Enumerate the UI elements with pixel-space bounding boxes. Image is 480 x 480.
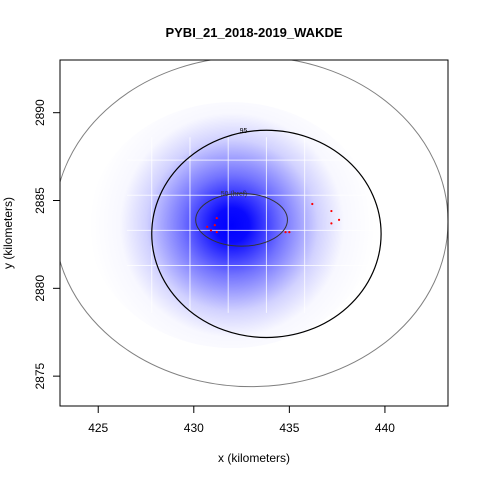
contour-line <box>60 60 448 388</box>
location-point <box>288 231 291 234</box>
location-point <box>330 209 333 213</box>
contour-label-background <box>225 60 254 61</box>
location-point <box>215 231 218 234</box>
x-axis: 425 430 435 440 <box>88 405 395 435</box>
density-grid-lines <box>126 137 376 313</box>
y-tick-label: 2880 <box>33 275 47 302</box>
y-axis: 2875 2880 2885 2890 <box>33 99 61 389</box>
location-point <box>311 202 314 206</box>
x-tick-label: 425 <box>88 421 108 435</box>
location-point <box>337 218 341 221</box>
contour-line <box>151 129 382 339</box>
location-point <box>206 225 209 228</box>
contour-label: 50 (href) <box>221 191 247 198</box>
x-tick-label: 430 <box>184 421 204 435</box>
contour-label: 95 <box>240 128 248 135</box>
y-tick-label: 2890 <box>33 99 47 126</box>
x-tick-label: 435 <box>279 421 299 435</box>
x-axis-label: x (kilometers) <box>218 451 290 465</box>
location-points <box>206 202 341 234</box>
location-point <box>284 231 287 234</box>
y-tick-label: 2875 <box>33 362 47 389</box>
density-surface <box>88 102 376 349</box>
location-point <box>209 229 213 232</box>
chart-title: PYBI_21_2018-2019_WAKDE <box>165 25 342 40</box>
location-point <box>330 222 333 225</box>
location-point <box>215 216 218 220</box>
x-tick-label: 440 <box>375 421 395 435</box>
contour-line <box>195 192 288 247</box>
y-axis-label: y (kilometers) <box>1 197 15 269</box>
y-tick-label: 2885 <box>33 187 47 214</box>
location-point <box>213 223 216 227</box>
